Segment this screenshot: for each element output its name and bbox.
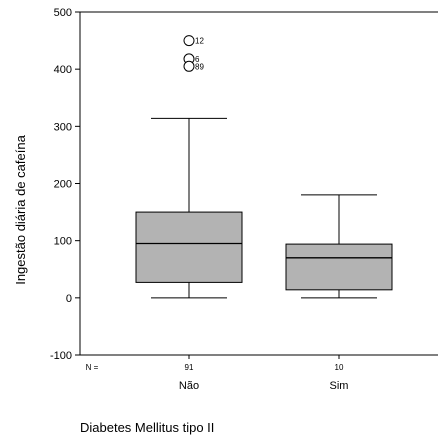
n-value: 10	[335, 363, 344, 372]
boxes: 12 689	[135, 35, 393, 299]
y-tick-label: 0	[66, 293, 72, 305]
box-group-2	[285, 194, 393, 299]
outlier-label: 6	[195, 55, 200, 64]
y-tick-label: 400	[54, 64, 72, 76]
box-group-1: 12 689	[135, 35, 243, 299]
y-axis-title: Ingestão diária de cafeína	[13, 134, 28, 284]
plot-frame	[79, 11, 438, 356]
n-label: N =	[86, 363, 99, 372]
category-label: Não	[179, 380, 199, 392]
x-axis-title: Diabetes Mellitus tipo II	[80, 420, 214, 435]
category-label: Sim	[330, 380, 349, 392]
y-axis: -100 0 100 200 300 400 500	[50, 7, 80, 362]
box	[135, 211, 243, 283]
outlier-label: 89	[195, 62, 204, 71]
box	[285, 243, 393, 291]
y-tick-label: 500	[54, 7, 72, 19]
x-axis: N = 91 Não 10 Sim	[86, 355, 349, 392]
y-tick-label: -100	[50, 350, 72, 362]
outlier-point	[183, 35, 195, 47]
outlier-point	[183, 60, 195, 72]
y-tick-label: 100	[54, 236, 72, 248]
n-value: 91	[185, 363, 194, 372]
y-tick-label: 300	[54, 121, 72, 133]
outlier-label: 12	[195, 37, 204, 46]
y-tick-label: 200	[54, 179, 72, 191]
